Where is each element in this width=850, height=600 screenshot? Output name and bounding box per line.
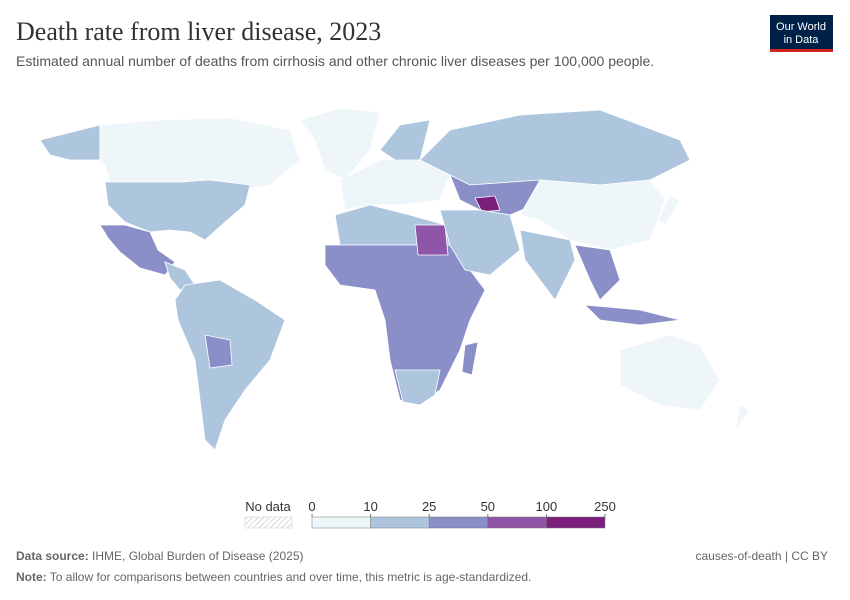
region[interactable] [419,109,691,186]
region[interactable] [574,244,621,301]
region[interactable] [519,179,666,251]
logo-underline [770,49,833,52]
world-map [39,107,751,451]
region[interactable] [104,179,251,241]
region[interactable] [394,369,441,406]
region[interactable] [299,107,381,181]
logo[interactable]: Our World in Data [770,15,833,52]
region[interactable] [39,124,101,161]
legend-bin [370,516,430,529]
region[interactable] [657,194,681,226]
region[interactable] [439,209,521,276]
subtitle: Estimated annual number of deaths from c… [16,53,654,69]
region[interactable] [619,334,721,411]
credit[interactable]: causes-of-death | CC BY [695,549,828,563]
region[interactable] [414,224,449,256]
legend-tick-label: 25 [422,499,436,514]
note: Note: To allow for comparisons between c… [16,570,531,584]
legend-bin [487,516,547,529]
logo-text: in Data [784,34,820,46]
region[interactable] [734,404,751,431]
legend-tick-label: 250 [594,499,616,514]
legend-bin [546,516,606,529]
legend-tick-label: 0 [308,499,315,514]
title: Death rate from liver disease, 2023 [16,17,381,46]
legend-tick-label: 10 [363,499,377,514]
no-data-swatch [244,516,293,529]
region[interactable] [204,334,233,369]
region[interactable] [519,229,576,301]
source: Data source: IHME, Global Burden of Dise… [16,549,303,563]
region[interactable] [339,159,451,211]
note-text: To allow for comparisons between countri… [50,570,532,584]
legend-tick-label: 100 [536,499,558,514]
note-label: Note: [16,570,47,584]
logo-box [770,15,833,50]
region[interactable] [99,117,301,191]
region[interactable] [583,304,681,326]
region[interactable] [379,119,431,161]
region[interactable] [99,224,176,276]
source-label: Data source: [16,549,89,563]
region[interactable] [461,341,479,376]
region[interactable] [474,195,501,213]
no-data-label: No data [245,499,291,514]
legend-scale: 0 10 25 50 100 250 [308,499,616,529]
legend-tick-label: 50 [481,499,495,514]
legend-bin [311,516,371,529]
source-text: IHME, Global Burden of Disease (2025) [92,549,303,563]
legend-bin [428,516,489,529]
logo-text: Our World [776,21,826,33]
